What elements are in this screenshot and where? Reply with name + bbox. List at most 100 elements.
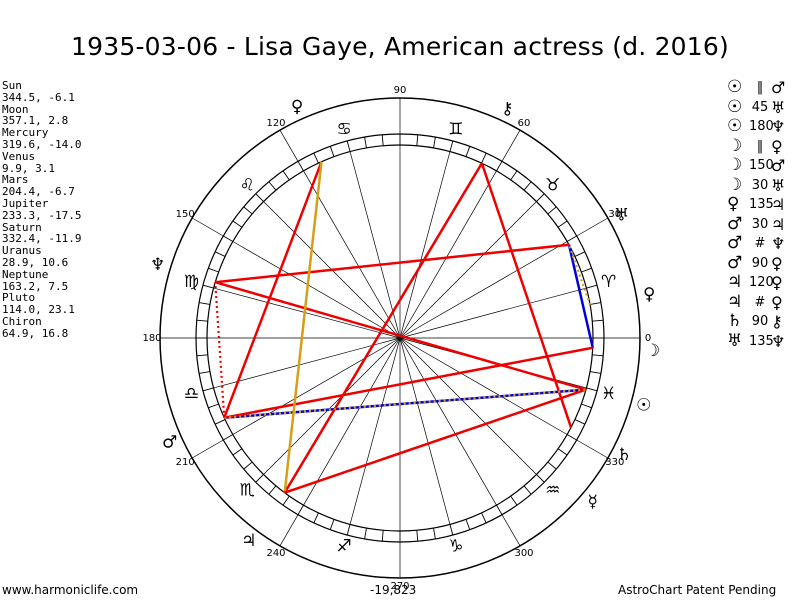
degree-tick xyxy=(381,530,384,542)
sign-divider xyxy=(501,514,521,547)
aspect-symbol: ‖ xyxy=(756,138,764,154)
degree-tick xyxy=(465,146,471,157)
planet-glyph-icon: ♂ xyxy=(727,213,743,234)
degree-label: 270 xyxy=(390,581,409,592)
spoke-line xyxy=(303,337,401,506)
degree-tick xyxy=(313,512,319,524)
spoke-line xyxy=(232,337,401,435)
planet-position: 344.5, -6.1 xyxy=(2,90,75,104)
degree-label: 0 xyxy=(645,333,651,344)
planet-name: Neptune xyxy=(2,267,49,281)
spoke-line xyxy=(399,337,568,435)
planet-glyph-icon: ♂ xyxy=(727,252,743,273)
aspect-symbol: 30 xyxy=(751,216,769,232)
degree-tick xyxy=(232,448,243,456)
degree-tick xyxy=(199,371,211,374)
zodiac-sign-icon: ♊ xyxy=(448,119,463,139)
degree-tick xyxy=(364,527,367,539)
degree-tick xyxy=(523,485,532,495)
planet-glyph-icon: ♆ xyxy=(771,234,786,253)
aspect-line xyxy=(215,243,570,284)
spoke-line xyxy=(399,337,537,475)
degree-label: 90 xyxy=(394,85,407,96)
degree-tick xyxy=(581,267,592,273)
aspect-line xyxy=(283,162,483,494)
degree-tick xyxy=(547,461,557,470)
degree-tick xyxy=(255,193,264,202)
degree-tick xyxy=(496,504,503,515)
degree-tick xyxy=(416,530,419,542)
degree-tick xyxy=(592,354,604,357)
spoke-line xyxy=(399,201,537,339)
degree-tick xyxy=(496,161,503,172)
degree-tick xyxy=(510,170,518,181)
degree-tick xyxy=(536,474,545,483)
degree-tick xyxy=(196,319,208,322)
planet-position-list: Sun 344.5, -6.1 Moon 357.1, 2.8 Mercury 319.6… xyxy=(2,80,81,340)
planet-glyph-icon: ☽ xyxy=(645,341,660,361)
degree-tick xyxy=(223,235,234,242)
degree-tick xyxy=(255,474,264,483)
planet-glyph-icon: ⚷ xyxy=(771,312,783,331)
aspect-row: ☉ 45 ♅ xyxy=(727,97,793,118)
aspect-symbol: 150 xyxy=(749,158,774,173)
degree-tick xyxy=(297,504,304,515)
website-link[interactable]: www.harmoniclife.com xyxy=(2,583,139,597)
planet-position: 9.9, 3.1 xyxy=(2,161,55,175)
spoke-line xyxy=(213,337,401,389)
aspect-symbol: 135 xyxy=(749,333,774,349)
planet-glyph-icon: ♃ xyxy=(727,291,743,312)
aspect-symbol: 30 xyxy=(751,177,769,193)
aspect-row: ☉ 180 ♆ xyxy=(727,116,793,137)
aspect-row: ☉ ‖ ♂ xyxy=(727,77,793,98)
aspect-row: ♂ # ♆ xyxy=(727,233,793,254)
degree-label: 330 xyxy=(605,457,624,468)
planet-glyph-icon: ♃ xyxy=(771,214,786,234)
degree-label: 150 xyxy=(176,209,195,220)
degree-label: 240 xyxy=(266,548,285,559)
planet-glyph-icon: ⚷ xyxy=(501,99,513,119)
degree-tick xyxy=(581,403,592,409)
planet-glyph-icon: ♆ xyxy=(150,255,165,275)
degree-tick xyxy=(536,193,545,202)
spoke-line xyxy=(213,287,401,339)
degree-label: 180 xyxy=(142,333,161,344)
degree-tick xyxy=(329,519,335,530)
aspect-line xyxy=(284,388,587,494)
planet-glyph-icon: ☽ xyxy=(727,135,743,156)
degree-tick xyxy=(592,319,604,322)
aspect-line xyxy=(223,161,323,419)
zodiac-sign-icon: ♐ xyxy=(336,537,351,557)
planet-position: 163.2, 7.5 xyxy=(2,279,69,293)
degree-tick xyxy=(574,419,586,425)
planet-glyph-icon: ♂ xyxy=(727,233,743,253)
aspect-symbol: 45 xyxy=(751,99,769,115)
aspect-symbol: 120 xyxy=(749,275,774,290)
planet-glyph-icon: ☉ xyxy=(727,77,743,97)
degree-tick xyxy=(416,134,419,146)
zodiac-sign-icon: ♈ xyxy=(601,272,616,292)
sign-divider xyxy=(576,217,609,237)
zodiac-sign-icon: ♌ xyxy=(240,175,255,195)
planet-glyph-icon: ♀ xyxy=(727,194,740,214)
planet-glyph-icon: ♀ xyxy=(771,292,783,312)
aspect-line xyxy=(567,244,594,349)
degree-tick xyxy=(574,251,586,257)
degree-tick xyxy=(589,302,601,305)
degree-tick xyxy=(566,235,577,242)
aspect-symbol: 180 xyxy=(749,119,774,134)
degree-tick xyxy=(481,512,487,524)
planet-name: Moon xyxy=(2,102,29,116)
spoke-line xyxy=(399,287,587,339)
planet-glyph-icon: ☉ xyxy=(727,116,743,136)
aspect-symbol: # xyxy=(754,236,766,251)
planet-glyph-icon: ♃ xyxy=(771,195,786,214)
aspect-symbol: ‖ xyxy=(756,80,764,95)
degree-tick xyxy=(282,170,290,181)
planet-name: Saturn xyxy=(2,220,42,234)
degree-tick xyxy=(433,137,436,149)
degree-label: 30 xyxy=(608,209,621,220)
aspect-line xyxy=(214,281,587,391)
degree-tick xyxy=(202,387,214,392)
